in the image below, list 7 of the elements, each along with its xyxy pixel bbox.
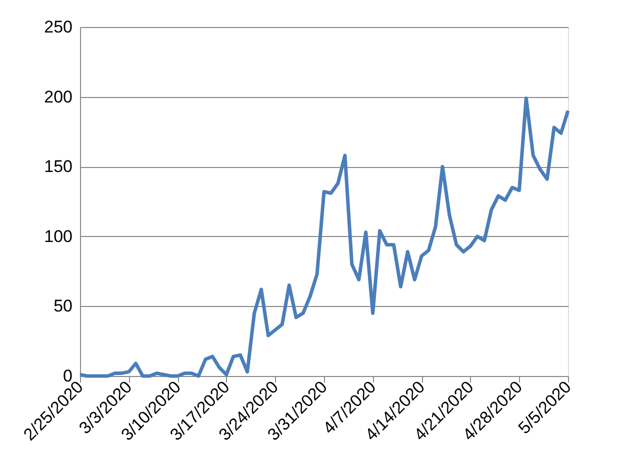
y-tick-label: 150 [44, 157, 72, 176]
y-tick-label: 0 [63, 366, 72, 386]
y-tick-label: 200 [44, 87, 72, 106]
y-tick-label: 50 [54, 296, 72, 316]
line-series [78, 96, 570, 378]
y-tick-label: 100 [44, 226, 72, 246]
y-tick-label: 250 [44, 18, 72, 36]
